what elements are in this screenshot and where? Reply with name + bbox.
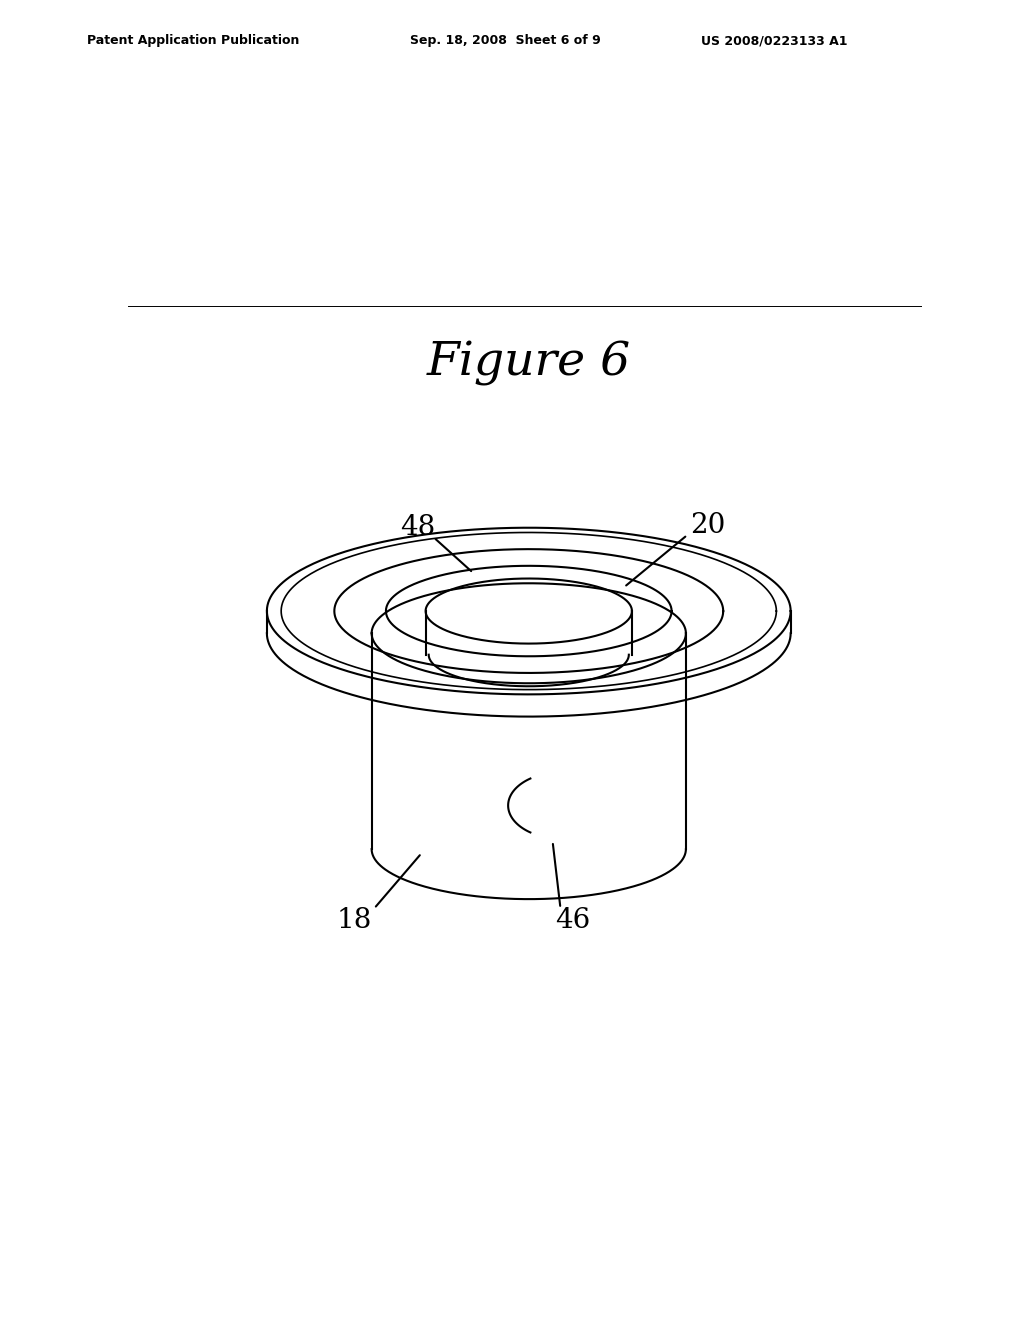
Text: 18: 18: [337, 907, 372, 935]
Text: 48: 48: [400, 515, 435, 541]
Text: 20: 20: [689, 512, 725, 539]
Text: Patent Application Publication: Patent Application Publication: [87, 34, 299, 48]
Text: Sep. 18, 2008  Sheet 6 of 9: Sep. 18, 2008 Sheet 6 of 9: [410, 34, 600, 48]
Text: US 2008/0223133 A1: US 2008/0223133 A1: [701, 34, 848, 48]
Text: 46: 46: [555, 907, 590, 935]
Text: Figure 6: Figure 6: [427, 342, 631, 387]
